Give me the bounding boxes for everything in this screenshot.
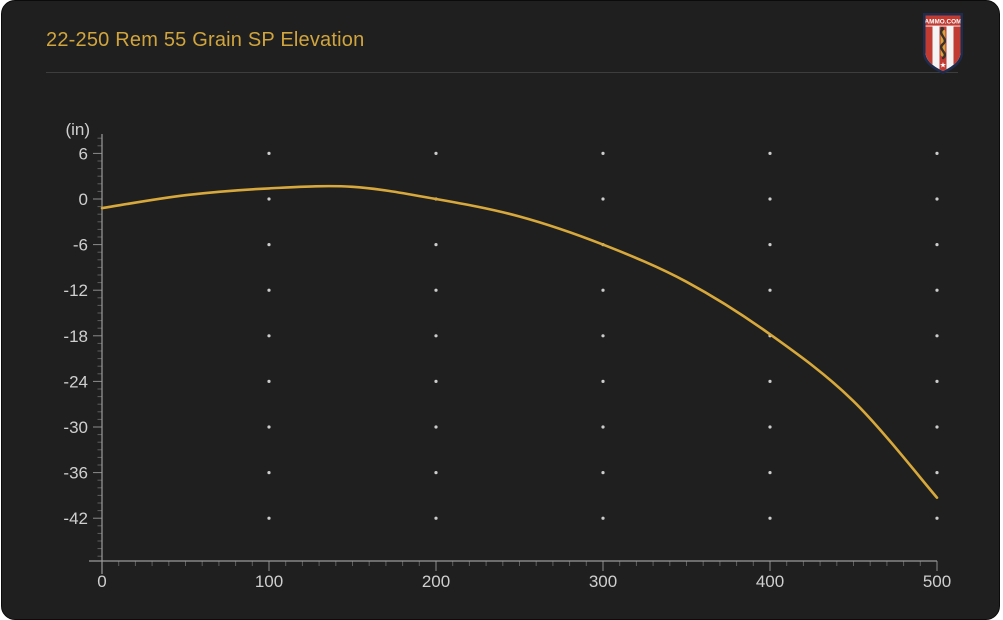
ammo-logo[interactable]: AMMO.COM ★ [922, 12, 964, 75]
grid-dot [267, 379, 271, 383]
grid-dot [267, 334, 271, 338]
y-axis-tick-label: -42 [63, 509, 88, 528]
grid-dot [601, 288, 605, 292]
grid-dot [768, 379, 772, 383]
grid-dot [768, 243, 772, 247]
grid-dot [935, 151, 939, 155]
logo-text: AMMO.COM [925, 18, 962, 25]
logo-banner [925, 15, 961, 26]
logo-banner-underline [925, 25, 961, 27]
grid-dot [434, 334, 438, 338]
grid-dot [434, 151, 438, 155]
grid-dot [935, 425, 939, 429]
x-axis-tick-label: 100 [255, 572, 283, 591]
grid-dot [768, 288, 772, 292]
grid-dot [935, 197, 939, 201]
grid-dot [267, 516, 271, 520]
logo-stripe [925, 26, 933, 71]
grid-dot [935, 288, 939, 292]
x-axis-tick-label: 0 [97, 572, 106, 591]
grid-dot [434, 425, 438, 429]
grid-dot [601, 379, 605, 383]
grid-dot [434, 243, 438, 247]
title-divider [46, 72, 958, 73]
grid-dot [601, 334, 605, 338]
x-axis-tick-label: 400 [756, 572, 784, 591]
elevation-chart: 6 0 -6 -12 -18 -24 -30 -36 -42 0 100 200 300 400 500 (… [63, 120, 951, 591]
grid-dot [267, 425, 271, 429]
y-axis-tick-label: 6 [79, 144, 88, 163]
y-axis-tick-label: -36 [63, 464, 88, 483]
y-axis-tick-label: -18 [63, 327, 88, 346]
grid-dot [935, 471, 939, 475]
grid-dot [434, 516, 438, 520]
grid-dot [768, 151, 772, 155]
logo-snake [939, 27, 947, 60]
grid-dot [935, 243, 939, 247]
x-axis-tick-label: 200 [422, 572, 450, 591]
grid-dot [601, 471, 605, 475]
y-axis-tick-label: -6 [73, 236, 88, 255]
grid-dot [601, 516, 605, 520]
grid-dot [601, 425, 605, 429]
grid-dot [267, 151, 271, 155]
x-axis-tick-label: 500 [923, 572, 951, 591]
grid-dot [935, 379, 939, 383]
grid-dot [434, 471, 438, 475]
y-axis-tick-label: -12 [63, 281, 88, 300]
grid-dot [267, 197, 271, 201]
y-axis-tick-label: 0 [79, 190, 88, 209]
logo-snake-head [940, 26, 944, 31]
page-title: 22-250 Rem 55 Grain SP Elevation [46, 29, 365, 51]
y-axis-tick-label: -24 [63, 372, 88, 391]
grid-dot [935, 334, 939, 338]
grid-dot [935, 516, 939, 520]
grid-dot [267, 243, 271, 247]
grid-dot [267, 471, 271, 475]
grid-dot [267, 288, 271, 292]
grid-dot [601, 197, 605, 201]
grid-dot [768, 425, 772, 429]
grid-dot [601, 151, 605, 155]
grid-dot [768, 516, 772, 520]
logo-star-icon: ★ [940, 60, 947, 69]
y-axis-unit-label: (in) [65, 120, 90, 139]
logo-stripe [953, 26, 961, 71]
elevation-curve [100, 184, 939, 499]
grid-dot [768, 471, 772, 475]
grid-dot [768, 197, 772, 201]
y-axis-tick-label: -30 [63, 418, 88, 437]
grid-dot [434, 379, 438, 383]
x-axis-tick-label: 300 [589, 572, 617, 591]
grid-dot [434, 288, 438, 292]
